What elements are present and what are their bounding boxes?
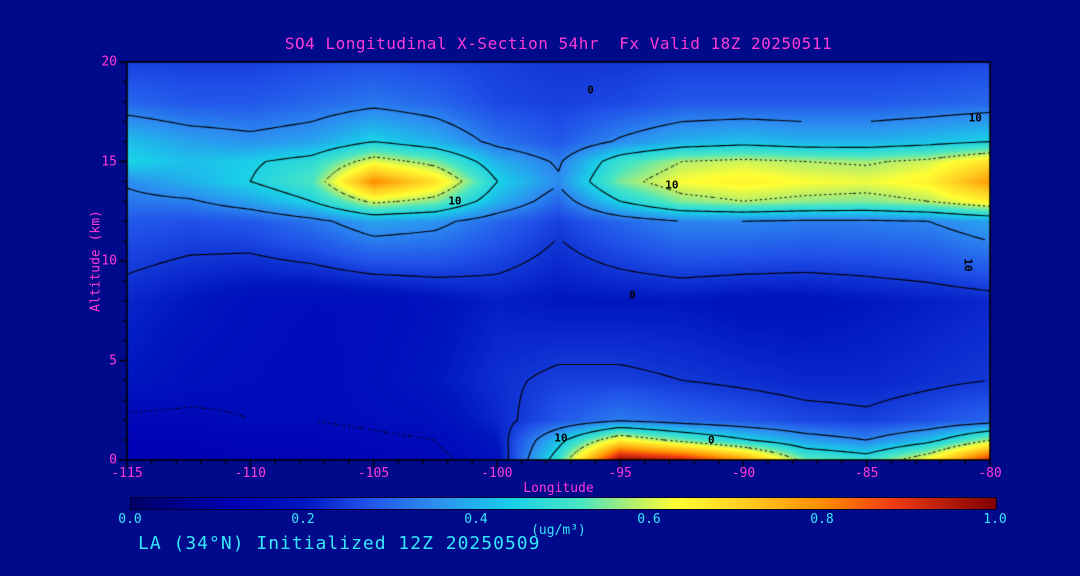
- colorbar-tick-label: 0.2: [291, 512, 315, 527]
- x-tick-label: -80: [978, 466, 1002, 481]
- x-axis-label: Longitude: [523, 481, 594, 496]
- colorbar-tick-label: 0.6: [637, 512, 661, 527]
- x-tick-label: -100: [481, 466, 513, 481]
- x-tick-label: -95: [608, 466, 632, 481]
- y-tick-label: 5: [109, 353, 117, 368]
- colorbar-tick-label: 1.0: [983, 512, 1007, 527]
- colorbar-units-label: (ug/m³): [531, 523, 586, 538]
- contour-label: 0: [587, 83, 594, 97]
- y-tick-label: 10: [101, 253, 117, 269]
- x-tick-label: -90: [731, 466, 756, 481]
- y-tick-label: 0: [109, 452, 117, 468]
- x-tick-label: -110: [234, 466, 266, 481]
- y-tick-label: 20: [101, 54, 117, 70]
- x-tick-label: -115: [111, 466, 143, 481]
- colorbar-tick-label: 0.4: [464, 512, 488, 527]
- chart-title: SO4 Longitudinal X-Section 54hr Fx Valid…: [284, 34, 833, 53]
- contour-label: 0: [629, 288, 636, 302]
- colorbar-tick-label: 0.0: [118, 512, 142, 527]
- contour-label: 10: [665, 178, 679, 192]
- colorbar-tick-label: 0.8: [810, 512, 834, 527]
- contour-label: 10: [968, 111, 982, 125]
- init-info-text: LA (34°N) Initialized 12Z 20250509: [138, 533, 541, 554]
- x-tick-label: -105: [357, 466, 390, 481]
- colorbar: [130, 497, 997, 510]
- x-tick-label: -85: [854, 466, 879, 481]
- contour-label: 10: [554, 431, 568, 445]
- contour-label: 10: [961, 258, 975, 272]
- contour-label: 0: [708, 433, 715, 447]
- y-tick-label: 15: [101, 154, 117, 169]
- contour-label: 10: [448, 194, 462, 208]
